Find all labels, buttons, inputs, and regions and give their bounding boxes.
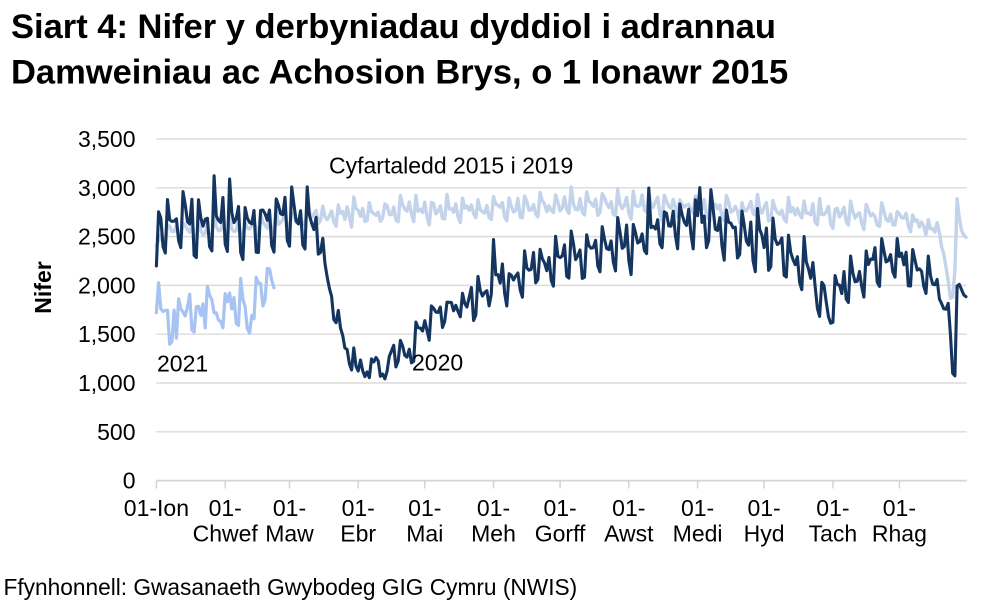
svg-text:3,000: 3,000: [78, 175, 136, 201]
svg-text:Hyd: Hyd: [744, 521, 785, 547]
svg-text:2020: 2020: [412, 350, 463, 376]
svg-text:2,500: 2,500: [78, 224, 136, 250]
svg-text:01-: 01-: [543, 495, 576, 521]
svg-text:Mai: Mai: [406, 521, 443, 547]
svg-text:Rhag: Rhag: [872, 521, 927, 547]
svg-text:Siart 4: Nifer y derbyniadau d: Siart 4: Nifer y derbyniadau dyddiol i a…: [11, 8, 776, 46]
svg-text:Medi: Medi: [673, 521, 723, 547]
svg-text:01-: 01-: [747, 495, 780, 521]
svg-text:01-Ion: 01-Ion: [124, 495, 189, 521]
svg-text:1,000: 1,000: [78, 370, 136, 396]
svg-text:Meh: Meh: [471, 521, 516, 547]
svg-text:01-: 01-: [883, 495, 916, 521]
svg-text:3,500: 3,500: [78, 126, 136, 152]
svg-text:Ebr: Ebr: [340, 521, 376, 547]
svg-text:Maw: Maw: [265, 521, 314, 547]
svg-text:0: 0: [123, 468, 136, 494]
svg-text:01-: 01-: [209, 495, 242, 521]
svg-text:Gorff: Gorff: [535, 521, 586, 547]
svg-text:Nifer: Nifer: [30, 261, 56, 313]
svg-text:1,500: 1,500: [78, 321, 136, 347]
svg-text:01-: 01-: [342, 495, 375, 521]
svg-text:01-: 01-: [477, 495, 510, 521]
svg-text:01-: 01-: [612, 495, 645, 521]
svg-text:2021: 2021: [157, 351, 208, 377]
svg-text:01-: 01-: [816, 495, 849, 521]
svg-text:2,000: 2,000: [78, 272, 136, 298]
svg-text:Chwef: Chwef: [193, 521, 259, 547]
svg-text:01-: 01-: [408, 495, 441, 521]
svg-text:01-: 01-: [681, 495, 714, 521]
svg-text:01-: 01-: [273, 495, 306, 521]
svg-text:500: 500: [97, 419, 135, 445]
svg-text:Ffynhonnell: Gwasanaeth Gwybod: Ffynhonnell: Gwasanaeth Gwybodeg GIG Cym…: [4, 574, 578, 600]
svg-text:Awst: Awst: [604, 521, 654, 547]
svg-text:Tach: Tach: [809, 521, 858, 547]
svg-text:Damweiniau ac Achosion Brys, o: Damweiniau ac Achosion Brys, o 1 Ionawr …: [11, 54, 788, 92]
svg-text:Cyfartaledd 2015 i 2019: Cyfartaledd 2015 i 2019: [329, 153, 573, 179]
